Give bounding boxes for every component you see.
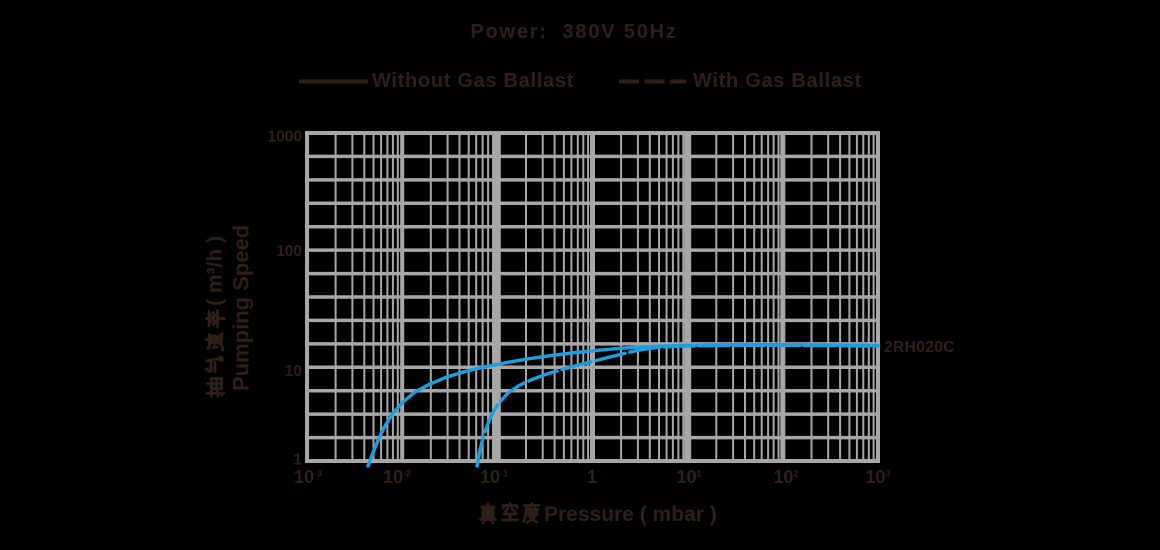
svg-text:( m³/h ): ( m³/h ): [204, 236, 227, 306]
svg-text:1: 1: [293, 452, 302, 469]
svg-text:1000: 1000: [268, 129, 302, 146]
svg-text:100: 100: [276, 243, 302, 260]
svg-text:With Gas Ballast: With Gas Ballast: [693, 70, 862, 92]
svg-text:103: 103: [865, 467, 890, 487]
svg-text:102: 102: [773, 467, 798, 487]
svg-text:2RH020C: 2RH020C: [884, 339, 955, 356]
svg-text:Pumping Speed: Pumping Speed: [229, 225, 254, 391]
svg-text:Power: 380V 50Hz: Power: 380V 50Hz: [470, 21, 677, 43]
svg-text:10: 10: [285, 363, 302, 380]
svg-text:1: 1: [587, 467, 597, 487]
svg-text:101: 101: [676, 467, 701, 487]
svg-text:Without Gas Ballast: Without Gas Ballast: [372, 70, 574, 92]
svg-text:Pressure ( mbar ): Pressure ( mbar ): [544, 503, 717, 526]
